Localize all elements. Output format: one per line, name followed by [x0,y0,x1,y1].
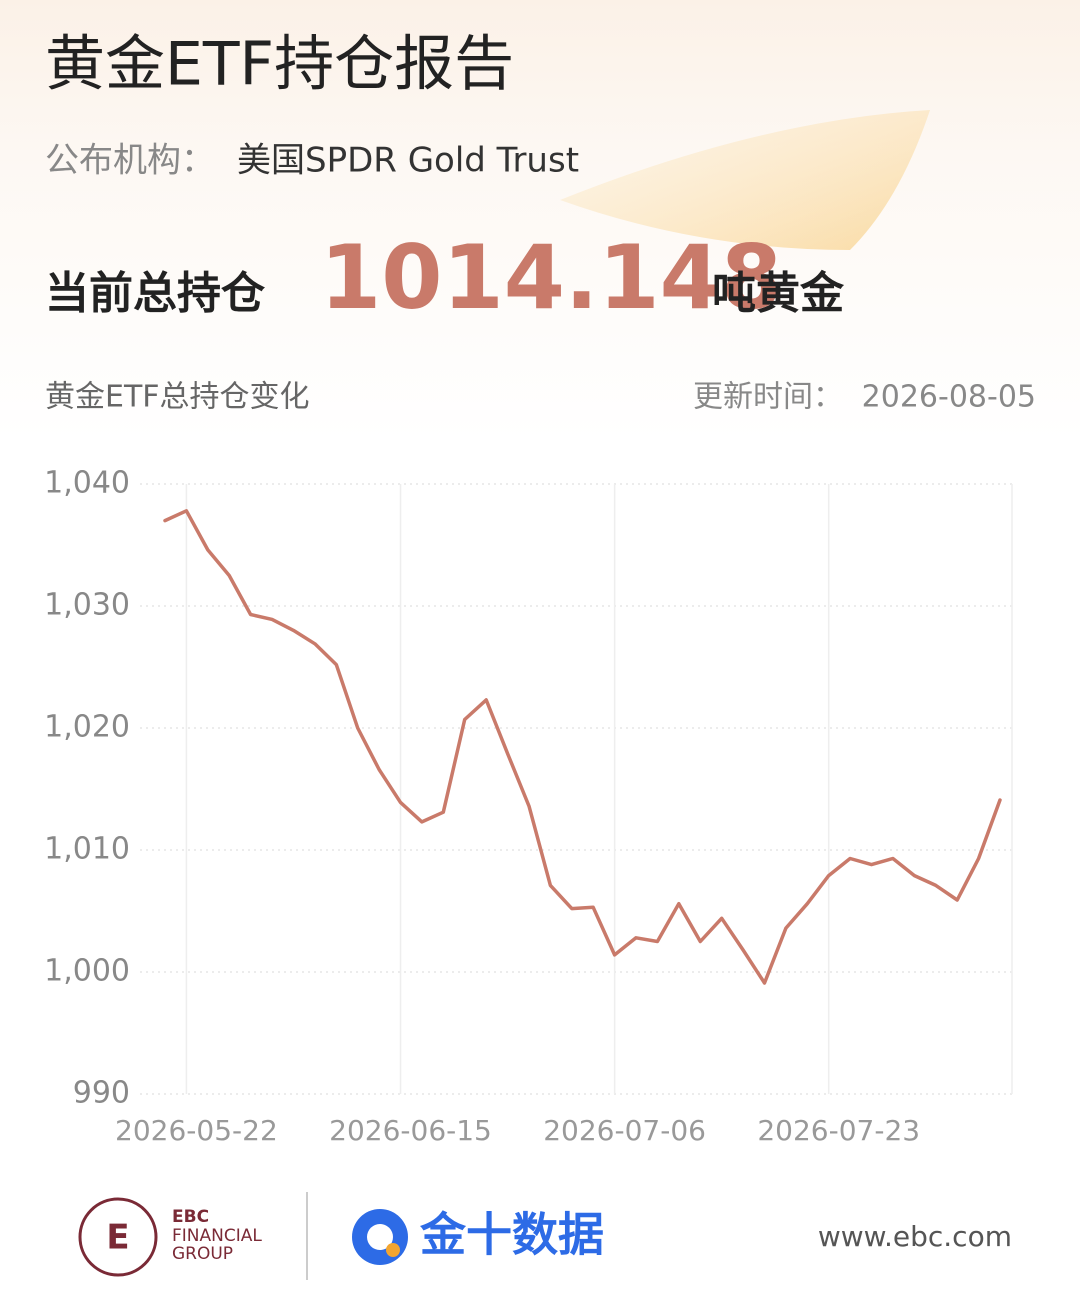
holding-unit: 吨黄金 [712,268,845,319]
ebc-logo-mark: E [106,1218,129,1258]
footer: E EBC FINANCIAL GROUP 金十数据 www.ebc.com [78,1192,1012,1280]
brand-jin10: 金十数据 [419,1208,604,1262]
x-tick-label: 2026-07-23 [757,1114,920,1147]
y-tick-label: 1,000 [44,954,130,989]
publisher: 美国SPDR Gold Trust [237,141,579,181]
holding-value: 1014.148 [320,226,782,329]
x-tick-label: 2026-05-22 [115,1114,278,1147]
holding-label: 当前总持仓 [45,268,266,319]
brand-financial: FINANCIAL [172,1226,262,1246]
ebc-logo [78,1197,158,1277]
y-tick-label: 990 [73,1076,130,1111]
y-tick-label: 1,040 [44,466,130,501]
y-tick-label: 1,020 [44,710,130,745]
y-tick-label: 1,030 [44,588,130,623]
data-line [163,509,1002,985]
jin10-logo-inner [367,1224,393,1250]
brand-ebc: EBC [172,1207,209,1227]
website: www.ebc.com [818,1220,1012,1253]
header-background [0,0,1080,440]
decoration [560,110,930,250]
chart-label: 黄金ETF总持仓变化 [45,380,310,415]
x-tick-label: 2026-07-06 [543,1114,706,1147]
jin10-logo-dot [386,1243,400,1257]
update-date: 2026-08-05 [862,380,1036,415]
title: 黄金ETF持仓报告 [45,30,514,100]
x-tick-label: 2026-06-15 [329,1114,492,1147]
y-tick-label: 1,010 [44,832,130,867]
brand-group: GROUP [172,1244,233,1264]
update-label: 更新时间： [693,380,843,415]
chart: 990 1,000 1,010 1,020 1,030 1,040 2026-05-22 20… [44,466,1013,1147]
publisher-label: 公布机构： [45,141,215,181]
